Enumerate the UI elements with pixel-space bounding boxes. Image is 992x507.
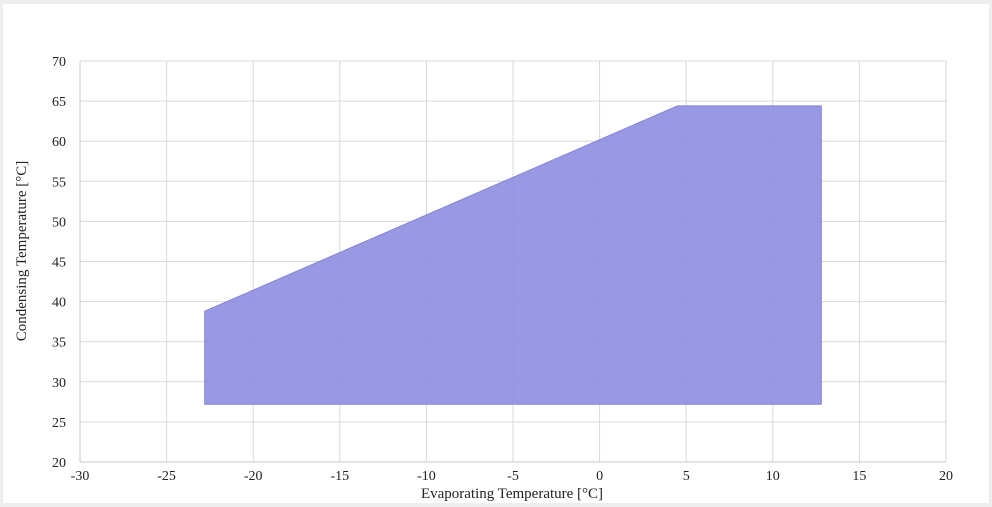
x-tick-label: 10 xyxy=(766,469,780,484)
x-tick-label: -10 xyxy=(417,469,436,484)
y-tick-labels: 20 25 30 35 40 45 50 55 60 65 70 xyxy=(52,55,66,471)
x-tick-label: -30 xyxy=(71,469,90,484)
axes xyxy=(79,61,946,463)
x-tick-labels: -30 -25 -20 -15 -10 -5 0 5 10 15 20 xyxy=(71,469,953,484)
x-tick-label: -25 xyxy=(157,469,176,484)
y-tick-label: 20 xyxy=(52,456,66,471)
y-tick-label: 40 xyxy=(52,296,66,311)
x-tick-label: 5 xyxy=(683,469,690,484)
y-tick-label: 45 xyxy=(52,256,66,271)
y-tick-label: 30 xyxy=(52,376,66,391)
y-tick-label: 55 xyxy=(52,175,66,190)
y-tick-label: 70 xyxy=(52,55,66,70)
x-tick-label: 15 xyxy=(852,469,866,484)
x-tick-label: -15 xyxy=(330,469,349,484)
y-tick-label: 60 xyxy=(52,135,66,150)
series-layer xyxy=(204,105,822,405)
x-tick-label: -5 xyxy=(507,469,519,484)
operating-envelope-chart: -30 -25 -20 -15 -10 -5 0 5 10 15 20 20 25 30 35 40 45 50… xyxy=(14,55,953,502)
y-tick-label: 50 xyxy=(52,215,66,230)
y-tick-label: 35 xyxy=(52,336,66,351)
x-tick-label: 0 xyxy=(596,469,603,484)
x-axis-title: Evaporating Temperature [°C] xyxy=(421,486,603,502)
x-tick-label: 20 xyxy=(939,469,953,484)
y-axis-title: Condensing Temperature [°C] xyxy=(14,161,30,341)
y-tick-label: 65 xyxy=(52,95,66,110)
chart-card: -30 -25 -20 -15 -10 -5 0 5 10 15 20 20 25 30 35 40 45 50… xyxy=(3,4,989,503)
y-tick-label: 25 xyxy=(52,416,66,431)
envelope-area xyxy=(204,105,822,405)
x-tick-label: -20 xyxy=(244,469,263,484)
